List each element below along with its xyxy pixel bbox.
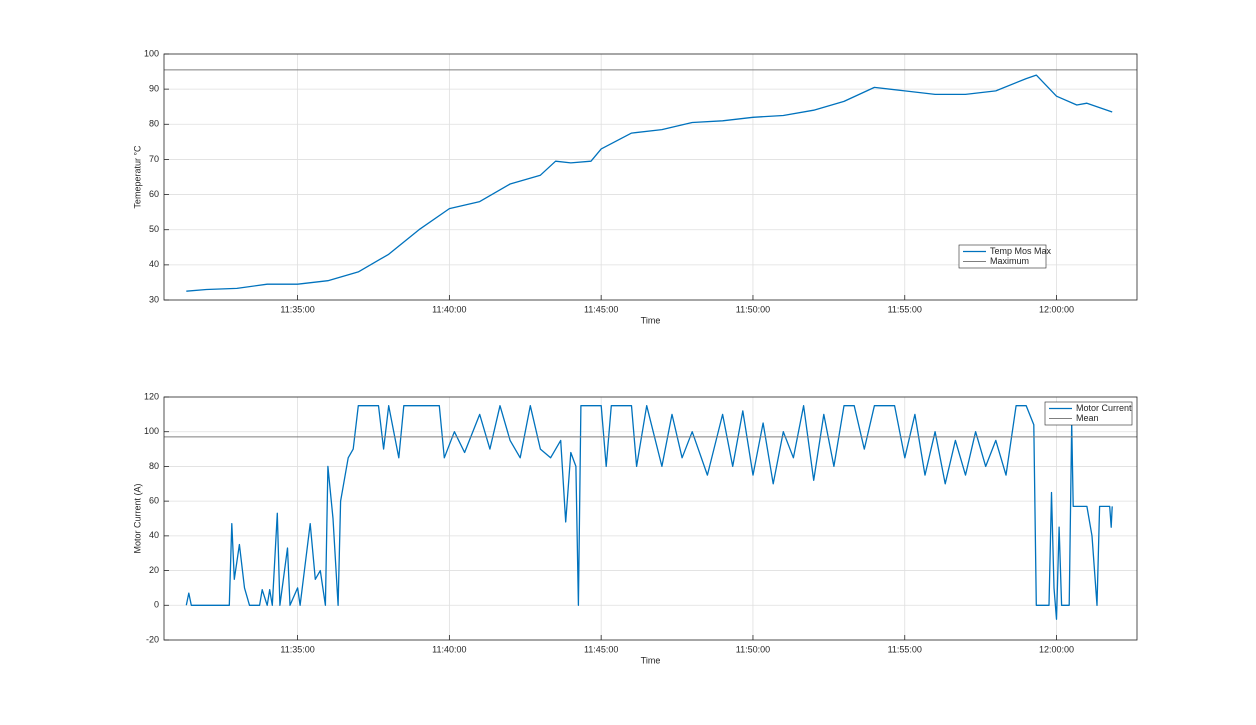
x-tick-label: 11:45:00: [584, 304, 618, 314]
x-tick-label: 11:35:00: [280, 644, 314, 654]
data-line: [185, 405, 1113, 620]
y-tick-label: 60: [149, 496, 159, 506]
y-tick-label: 30: [149, 294, 159, 304]
y-tick-label: 100: [144, 48, 159, 58]
x-tick-label: 11:40:00: [432, 644, 466, 654]
y-tick-label: 20: [149, 565, 159, 575]
x-tick-label: 11:55:00: [888, 644, 922, 654]
x-tick-label: 11:50:00: [736, 304, 770, 314]
y-tick-label: 80: [149, 119, 159, 129]
x-tick-label: 12:00:00: [1039, 644, 1074, 654]
y-tick-label: 120: [144, 391, 159, 401]
x-tick-label: 11:55:00: [888, 304, 922, 314]
y-tick-label: 100: [144, 426, 159, 436]
y-tick-label: 40: [149, 530, 159, 540]
x-axis-label: Time: [641, 315, 661, 325]
data-line: [186, 74, 1113, 292]
y-tick-label: 90: [149, 84, 159, 94]
legend-label: Mean: [1076, 413, 1099, 423]
y-tick-label: 0: [154, 600, 159, 610]
x-axis-label: Time: [641, 655, 661, 665]
axes-box: [163, 53, 1138, 301]
legend-label: Maximum: [990, 256, 1029, 266]
x-tick-label: 11:40:00: [432, 304, 466, 314]
x-tick-label: 11:50:00: [736, 644, 770, 654]
y-tick-label: 80: [149, 461, 159, 471]
legend-box: [958, 244, 1047, 269]
y-tick-label: -20: [146, 634, 159, 644]
axes-box: [163, 396, 1138, 641]
x-tick-label: 11:35:00: [280, 304, 314, 314]
y-tick-label: 60: [149, 189, 159, 199]
legend-label: Temp Mos Max: [990, 246, 1052, 256]
y-tick-label: 50: [149, 224, 159, 234]
legend-label: Motor Current: [1076, 403, 1132, 413]
y-axis-label: Temeperatur °C: [132, 145, 142, 209]
x-tick-label: 12:00:00: [1039, 304, 1074, 314]
legend-box: [1044, 401, 1133, 426]
x-tick-label: 11:45:00: [584, 644, 618, 654]
y-tick-label: 40: [149, 259, 159, 269]
y-tick-label: 70: [149, 154, 159, 164]
plot-area: [164, 397, 1137, 640]
y-axis-label: Motor Current (A): [132, 483, 142, 553]
